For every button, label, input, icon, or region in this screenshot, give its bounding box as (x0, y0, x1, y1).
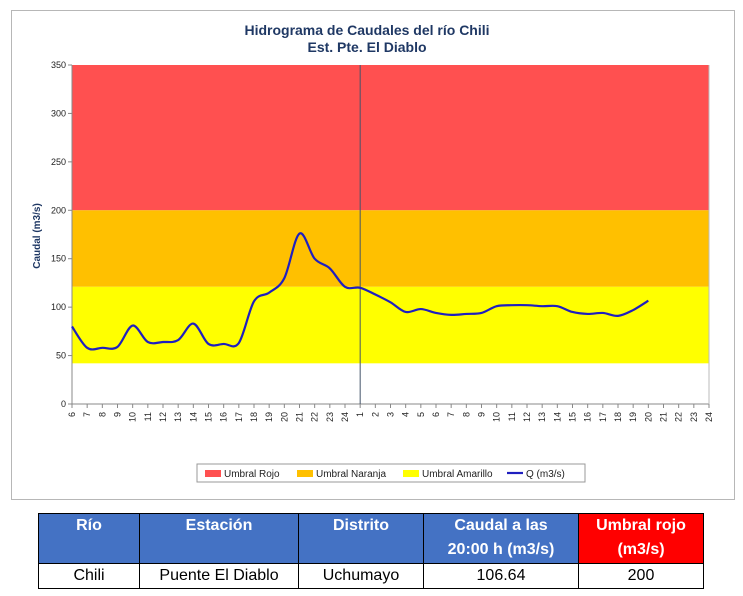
cell-estacion: Puente El Diablo (139, 563, 299, 589)
cell-umbral: 200 (578, 563, 704, 589)
legend-swatch (205, 470, 221, 477)
legend-swatch (403, 470, 419, 477)
x-tick-label: 6 (67, 412, 77, 417)
x-tick-label: 3 (386, 412, 396, 417)
x-tick-label: 8 (461, 412, 471, 417)
x-tick-label: 24 (340, 412, 350, 422)
x-tick-label: 2 (370, 412, 380, 417)
x-tick-label: 19 (628, 412, 638, 422)
x-tick-label: 21 (659, 412, 669, 422)
x-tick-label: 10 (492, 412, 502, 422)
x-tick-label: 22 (674, 412, 684, 422)
legend: Umbral Rojo Umbral Naranja Umbral Amarillo… (196, 463, 586, 483)
x-tick-label: 5 (416, 412, 426, 417)
y-tick-label: 250 (51, 157, 66, 167)
y-tick-label: 0 (61, 399, 66, 409)
y-tick-label: 350 (51, 60, 66, 70)
x-tick-label: 12 (522, 412, 532, 422)
threshold-band-umbral-rojo (72, 65, 709, 211)
chart-subtitle: Est. Pte. El Diablo (307, 39, 426, 55)
header-estacion: Estación (139, 513, 299, 564)
x-tick-label: 7 (446, 412, 456, 417)
x-tick-label: 20 (643, 412, 653, 422)
table-row: Chili Puente El Diablo Uchumayo 106.64 2… (38, 563, 704, 589)
legend-label: Q (m3/s) (526, 469, 565, 480)
header-umbral-rojo: Umbral rojo (m3/s) (578, 513, 704, 564)
header-rio: Río (38, 513, 140, 564)
y-tick-label: 150 (51, 254, 66, 264)
chart-frame: Hidrograma de Caudales del río Chili Est… (11, 10, 735, 500)
x-tick-label: 14 (552, 412, 562, 422)
x-tick-label: 10 (128, 412, 138, 422)
x-tick-label: 22 (310, 412, 320, 422)
header-distrito: Distrito (298, 513, 424, 564)
x-tick-label: 11 (507, 412, 517, 421)
x-tick-label: 14 (188, 412, 198, 422)
header-caudal: Caudal a las 20:00 h (m3/s) (423, 513, 579, 564)
threshold-band-umbral-naranja (72, 210, 709, 287)
legend-label: Umbral Amarillo (422, 469, 493, 480)
legend-label: Umbral Rojo (224, 469, 280, 480)
x-tick-label: 9 (113, 412, 123, 417)
x-tick-label: 17 (598, 412, 608, 422)
x-tick-label: 16 (583, 412, 593, 422)
x-tick-label: 4 (401, 412, 411, 417)
x-tick-label: 23 (325, 412, 335, 422)
y-tick-label: 300 (51, 108, 66, 118)
x-tick-label: 12 (158, 412, 168, 422)
x-tick-label: 6 (431, 412, 441, 417)
x-tick-label: 20 (279, 412, 289, 422)
x-tick-label: 17 (234, 412, 244, 422)
legend-box (196, 463, 586, 483)
y-tick-label: 100 (51, 302, 66, 312)
x-tick-label: 23 (689, 412, 699, 422)
table-header-row: Río Estación Distrito Caudal a las 20:00 … (38, 513, 704, 564)
legend-label: Umbral Naranja (316, 469, 386, 480)
x-tick-label: 13 (537, 412, 547, 422)
x-tick-label: 15 (204, 412, 214, 422)
x-tick-label: 13 (173, 412, 183, 422)
cell-distrito: Uchumayo (298, 563, 424, 589)
x-tick-label: 18 (249, 412, 259, 422)
x-tick-label: 18 (613, 412, 623, 422)
x-tick-label: 24 (704, 412, 714, 422)
x-tick-label: 19 (264, 412, 274, 422)
series-line-q (71, 232, 649, 351)
y-axis-label: Caudal (m3/s) (32, 203, 43, 269)
x-tick-label: 11 (143, 412, 153, 421)
x-tick-label: 9 (477, 412, 487, 417)
chart-title: Hidrograma de Caudales del río Chili (244, 22, 489, 38)
hydrograph-chart: Hidrograma de Caudales del río Chili Est… (32, 22, 714, 483)
y-tick-label: 50 (56, 351, 66, 361)
legend-swatch (297, 470, 313, 477)
cell-rio: Chili (38, 563, 140, 589)
summary-table: Río Estación Distrito Caudal a las 20:00 … (38, 513, 704, 589)
x-tick-label: 16 (219, 412, 229, 422)
x-tick-label: 8 (97, 412, 107, 417)
x-tick-label: 7 (82, 412, 92, 417)
threshold-band-umbral-amarillo (72, 286, 709, 364)
x-tick-label: 1 (355, 412, 365, 417)
x-tick-label: 15 (568, 412, 578, 422)
cell-caudal: 106.64 (423, 563, 579, 589)
y-tick-label: 200 (51, 205, 66, 215)
x-tick-label: 21 (295, 412, 305, 422)
